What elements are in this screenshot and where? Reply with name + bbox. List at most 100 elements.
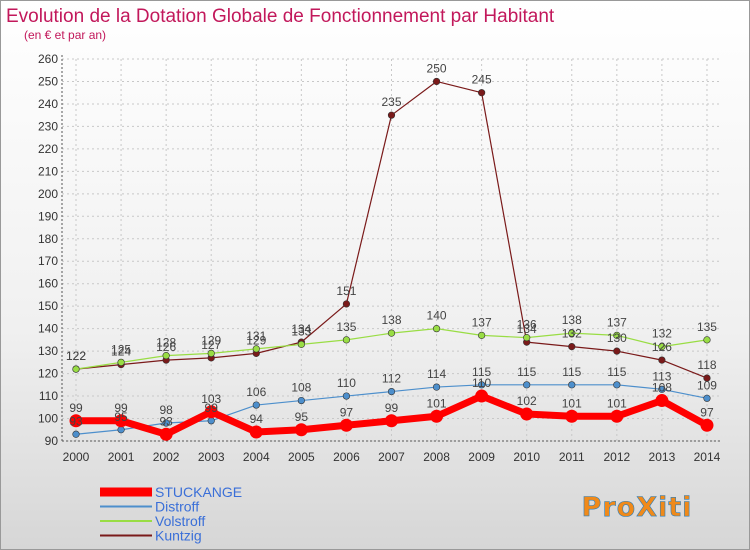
data-label-distroff: 99 bbox=[205, 401, 219, 415]
x-tick-label: 2004 bbox=[243, 450, 270, 464]
data-point-volstroff bbox=[342, 336, 351, 344]
data-label-stuckange: 99 bbox=[385, 401, 399, 415]
data-label-volstroff: 132 bbox=[652, 327, 672, 341]
data-point-kuntzig bbox=[432, 77, 441, 86]
data-point-kuntzig bbox=[613, 347, 621, 355]
legend-label-distroff: Distroff bbox=[155, 499, 199, 515]
data-point-distroff bbox=[613, 381, 621, 389]
y-tick-label: 200 bbox=[38, 187, 58, 201]
data-point-stuckange bbox=[69, 414, 83, 428]
data-point-stuckange bbox=[249, 425, 263, 439]
data-label-volstroff: 129 bbox=[201, 333, 221, 347]
data-point-stuckange bbox=[384, 414, 398, 428]
data-label-kuntzig: 134 bbox=[291, 322, 311, 336]
data-label-stuckange: 101 bbox=[562, 396, 582, 410]
data-point-distroff bbox=[387, 387, 396, 396]
data-point-stuckange bbox=[294, 423, 308, 437]
data-label-kuntzig: 250 bbox=[427, 61, 447, 75]
data-point-stuckange bbox=[655, 394, 669, 408]
x-tick-label: 2000 bbox=[63, 450, 90, 464]
data-label-distroff: 106 bbox=[246, 385, 266, 399]
y-tick-label: 240 bbox=[38, 97, 58, 111]
data-point-distroff bbox=[207, 417, 215, 425]
data-label-kuntzig: 127 bbox=[201, 338, 221, 352]
data-label-kuntzig: 130 bbox=[607, 331, 627, 345]
data-label-kuntzig: 126 bbox=[156, 340, 176, 354]
data-point-kuntzig bbox=[342, 300, 351, 308]
y-tick-label: 90 bbox=[45, 434, 59, 448]
data-label-kuntzig: 126 bbox=[652, 340, 672, 354]
data-point-distroff bbox=[568, 381, 576, 389]
data-label-distroff: 95 bbox=[114, 410, 128, 424]
data-label-stuckange: 108 bbox=[652, 381, 672, 395]
y-tick-label: 130 bbox=[38, 344, 58, 358]
y-tick-label: 140 bbox=[38, 322, 58, 336]
x-tick-label: 2008 bbox=[423, 450, 450, 464]
data-point-stuckange bbox=[475, 389, 489, 403]
proxiti-logo: ProXiti bbox=[581, 492, 693, 524]
data-point-volstroff bbox=[658, 343, 666, 351]
legend-label-volstroff: Volstroff bbox=[155, 513, 205, 529]
chart-title: Evolution de la Dotation Globale de Fonc… bbox=[6, 6, 555, 27]
data-point-volstroff bbox=[72, 365, 80, 373]
data-point-distroff bbox=[117, 426, 125, 434]
data-label-stuckange: 101 bbox=[607, 396, 627, 410]
y-tick-label: 160 bbox=[38, 277, 58, 291]
y-tick-label: 180 bbox=[38, 232, 58, 246]
x-tick-label: 2006 bbox=[333, 450, 360, 464]
data-point-stuckange bbox=[430, 409, 444, 423]
data-label-volstroff: 136 bbox=[517, 318, 537, 332]
x-tick-label: 2013 bbox=[649, 450, 676, 464]
x-tick-label: 2010 bbox=[513, 450, 540, 464]
data-point-distroff bbox=[297, 396, 305, 405]
data-label-distroff: 98 bbox=[159, 403, 173, 417]
data-point-volstroff bbox=[207, 349, 215, 357]
data-label-stuckange: 101 bbox=[427, 396, 447, 410]
x-tick-label: 2011 bbox=[559, 450, 585, 464]
y-tick-label: 230 bbox=[38, 119, 58, 133]
chart-subtitle: (en € et par an) bbox=[24, 28, 106, 42]
x-tick-label: 2009 bbox=[468, 450, 495, 464]
x-tick-label: 2005 bbox=[288, 450, 315, 464]
data-point-distroff bbox=[162, 419, 170, 427]
data-label-stuckange: 95 bbox=[295, 410, 309, 424]
data-label-distroff: 113 bbox=[652, 369, 671, 383]
data-label-distroff: 115 bbox=[562, 365, 581, 379]
data-point-stuckange bbox=[159, 427, 173, 441]
x-tick-label: 2002 bbox=[153, 450, 180, 464]
y-tick-label: 150 bbox=[38, 299, 58, 313]
data-point-volstroff bbox=[387, 329, 396, 337]
data-point-volstroff bbox=[297, 340, 305, 348]
data-label-kuntzig: 124 bbox=[111, 345, 131, 359]
data-label-distroff: 108 bbox=[291, 381, 311, 395]
data-point-stuckange bbox=[700, 418, 714, 432]
data-label-volstroff: 125 bbox=[111, 342, 131, 356]
x-tick-label: 2003 bbox=[198, 450, 225, 464]
y-tick-label: 250 bbox=[38, 74, 58, 88]
data-label-kuntzig: 245 bbox=[472, 73, 492, 87]
y-tick-label: 210 bbox=[38, 164, 58, 178]
x-tick-label: 2012 bbox=[603, 450, 630, 464]
data-label-distroff: 114 bbox=[427, 367, 446, 381]
data-label-volstroff: 122 bbox=[66, 349, 86, 363]
data-label-stuckange: 99 bbox=[69, 401, 83, 415]
data-point-volstroff bbox=[478, 331, 486, 339]
data-label-volstroff: 138 bbox=[381, 313, 401, 327]
data-point-stuckange bbox=[610, 409, 624, 423]
logo-text: ProXiti bbox=[582, 492, 693, 523]
data-point-stuckange bbox=[204, 405, 218, 419]
legend-label-stuckange: STUCKANGE bbox=[155, 484, 242, 500]
y-tick-label: 260 bbox=[38, 52, 58, 66]
data-point-distroff bbox=[72, 430, 80, 438]
y-tick-label: 100 bbox=[38, 412, 58, 426]
data-point-volstroff bbox=[117, 358, 125, 366]
data-point-distroff bbox=[342, 392, 351, 400]
data-point-volstroff bbox=[252, 345, 260, 353]
data-point-volstroff bbox=[568, 329, 576, 337]
x-tick-label: 2001 bbox=[108, 450, 135, 464]
data-point-volstroff bbox=[703, 336, 711, 344]
